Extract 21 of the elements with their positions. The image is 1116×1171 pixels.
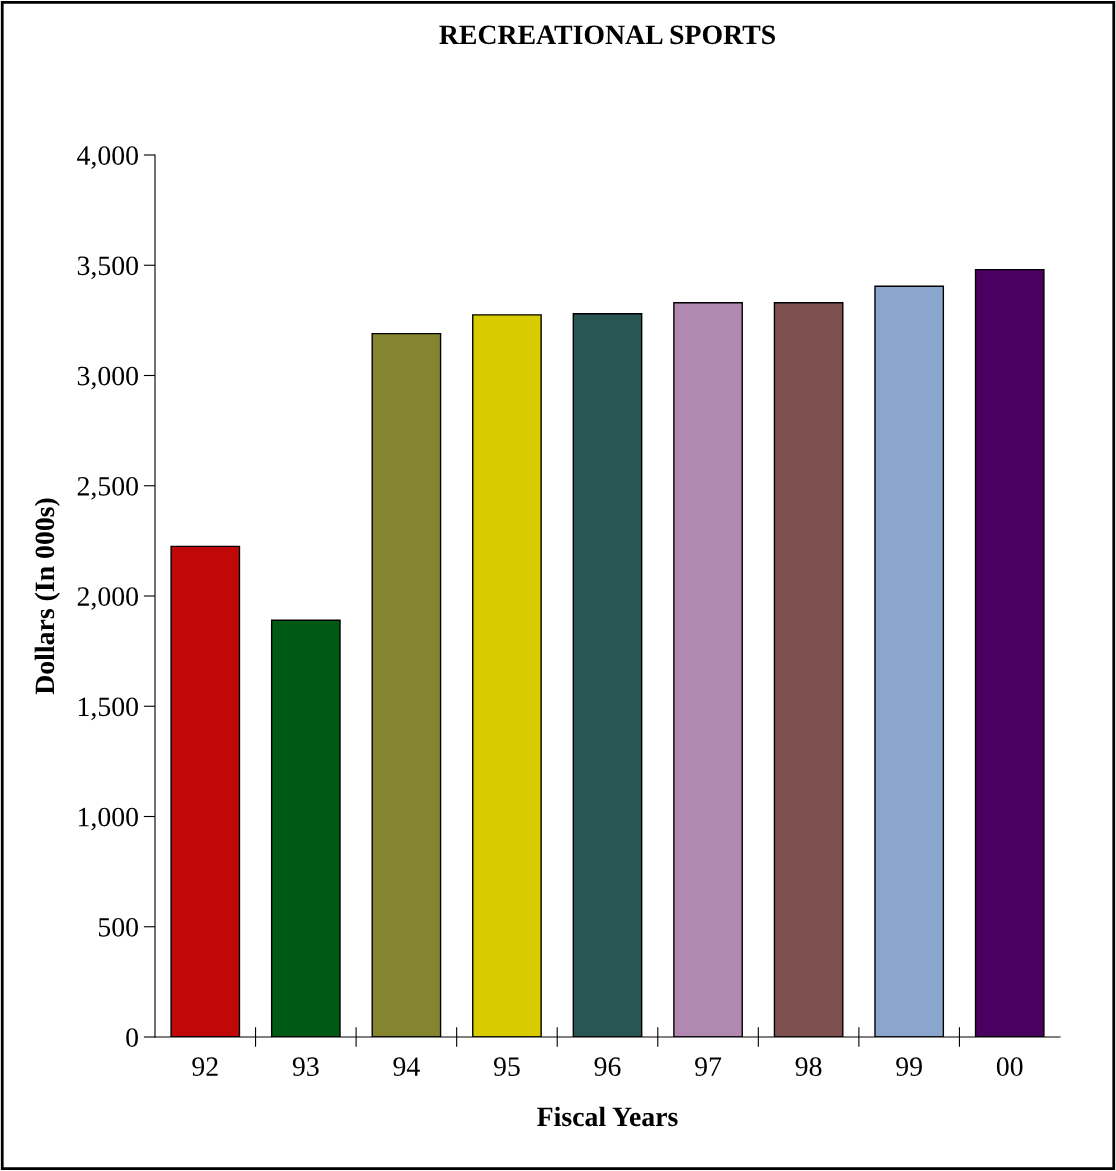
y-tick-label: 500 <box>98 917 138 937</box>
x-tick-label: 93 <box>292 1057 319 1076</box>
x-tick-label: 99 <box>896 1057 922 1076</box>
y-tick-label: 3,500 <box>77 256 138 280</box>
x-tick-label: 98 <box>795 1057 822 1076</box>
x-tick-label: 92 <box>192 1057 218 1076</box>
y-axis-title: Dollars (In 000s) <box>34 498 60 695</box>
x-tick-label: 00 <box>996 1057 1023 1076</box>
y-tick-label: 0 <box>126 1028 138 1047</box>
x-tick-label: 97 <box>695 1057 722 1076</box>
y-tick-label: 4,000 <box>77 146 138 169</box>
y-tick-label: 3,000 <box>77 366 138 390</box>
y-tick-label: 2,500 <box>77 476 138 500</box>
x-tick-label: 95 <box>493 1057 520 1076</box>
y-tick-label: 1,500 <box>78 697 138 721</box>
x-tick-label: 94 <box>393 1057 420 1076</box>
y-tick-label: 1,000 <box>78 807 138 831</box>
x-tick-label: 96 <box>594 1057 621 1076</box>
chart-title: RECREATIONAL SPORTS <box>439 25 775 45</box>
y-tick-label: 2,000 <box>77 587 138 610</box>
x-axis-title: Fiscal Years <box>537 1106 678 1127</box>
